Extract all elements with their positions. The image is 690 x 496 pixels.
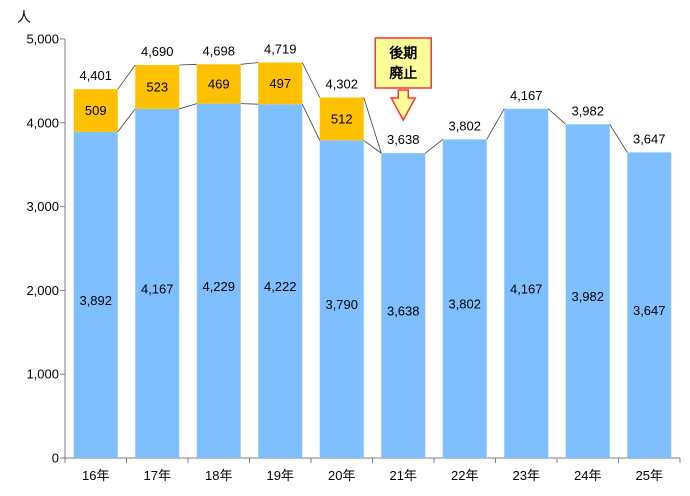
data-label-total: 4,167 [510,88,543,103]
series-line-total [609,124,628,153]
y-tick-label: 3,000 [26,199,59,214]
y-unit-label: 人 [17,9,31,25]
bar-stack-top [319,97,364,141]
bar-base [319,140,364,458]
x-tick-label: 22年 [451,468,478,483]
data-label-total: 4,698 [202,43,235,58]
series-line-total [117,64,136,90]
data-label-base: 3,647 [633,303,666,318]
bars [73,62,672,459]
series-line-base [301,104,321,141]
data-label-base: 3,790 [325,297,358,312]
annotation-box [374,37,432,89]
bar-base [73,131,118,458]
y-tick-label: 0 [52,451,59,466]
x-tick-label: 24年 [574,468,601,483]
x-tick-label: 18年 [205,468,232,483]
bar-stack-top [73,89,118,132]
data-label-base: 4,229 [202,279,235,294]
bar-stack-top [258,62,303,105]
series-line-base [240,103,259,105]
data-label-total: 4,401 [79,68,112,83]
bar-base [135,108,180,459]
data-label-base: 4,222 [264,279,297,294]
series-line-base [363,140,382,154]
data-label-total: 3,647 [633,131,666,146]
data-label-top: 512 [331,111,353,126]
data-labels: 3,892 509 4,401 4,167 523 4,690 4,229 469 4,698 4… [79,42,665,319]
down-arrow-icon [389,89,417,122]
data-label-total: 3,638 [387,132,420,147]
bar-base [504,108,549,459]
series-line-total [240,62,259,65]
data-label-base: 3,802 [448,297,481,312]
bar-base [627,152,672,458]
series-line-base [117,108,136,133]
series-line-total [425,139,443,154]
series-line-total [363,97,382,154]
axes: 0 1,000 2,000 3,000 4,000 5,000 人 16年 17年 18年 19年 2… [17,9,681,483]
series-line-base [179,103,197,110]
data-label-base: 4,167 [510,281,543,296]
x-tick-label: 25年 [636,468,663,483]
x-tick-label: 23年 [513,468,540,483]
y-tick-label: 2,000 [26,283,59,298]
annotation-text-line-2: 廃止 [389,65,417,81]
bar-stack-top [135,64,180,109]
data-label-top: 469 [208,76,230,91]
bar-stack-top [196,64,241,104]
data-label-total: 4,719 [264,42,297,57]
data-label-total: 3,802 [448,118,481,133]
series-line-total [547,108,567,125]
data-label-base: 4,167 [141,281,174,296]
series-line-total [301,62,321,98]
x-tick-label: 16年 [82,468,109,483]
bar-base [258,104,303,458]
x-tick-label: 20年 [328,468,355,483]
data-label-base: 3,892 [79,293,112,308]
x-tick-label: 17年 [144,468,171,483]
data-label-top: 509 [85,103,107,118]
y-tick-label: 1,000 [26,367,59,382]
data-label-total: 3,982 [571,103,604,118]
data-label-total: 4,690 [141,44,174,59]
connector-lines [117,62,628,154]
bar-base [565,124,610,458]
data-label-top: 523 [146,79,168,94]
series-line-total [179,63,197,66]
y-tick-label: 5,000 [26,32,59,47]
bar-base [196,103,241,458]
series-line-total [486,108,505,140]
data-label-base: 3,638 [387,304,420,319]
x-tick-label: 19年 [267,468,294,483]
data-label-top: 497 [269,76,291,91]
bar-base [381,153,426,458]
bar-base [442,139,487,458]
annotation-text-line-1: 後期 [389,45,417,61]
data-label-total: 4,302 [325,76,358,91]
data-label-base: 3,982 [571,289,604,304]
y-tick-label: 4,000 [26,115,59,130]
x-tick-label: 21年 [390,468,417,483]
